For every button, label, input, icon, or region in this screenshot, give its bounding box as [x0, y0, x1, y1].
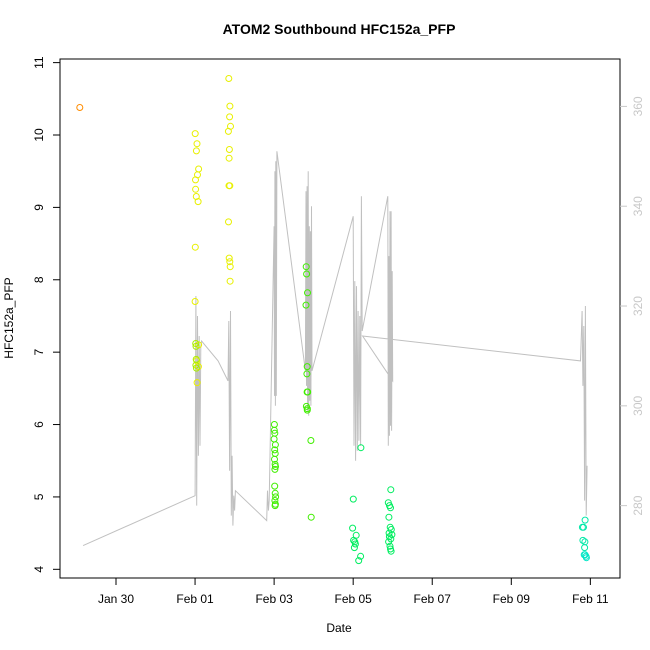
data-point — [192, 340, 200, 347]
data-point — [225, 146, 233, 153]
data-point — [192, 342, 200, 350]
data-point — [349, 524, 357, 532]
data-point — [226, 263, 234, 271]
data-point — [272, 463, 279, 470]
data-point — [357, 444, 365, 452]
data-point — [386, 542, 394, 550]
data-point — [385, 513, 393, 521]
x-tick-label: Jan 30 — [98, 592, 134, 606]
data-point — [226, 102, 234, 110]
data-point — [357, 552, 365, 560]
data-point — [350, 536, 358, 544]
data-point — [271, 489, 279, 497]
data-point — [304, 388, 312, 396]
data-point — [194, 198, 202, 206]
x-tick-label: Feb 05 — [334, 592, 372, 606]
data-point — [303, 363, 311, 371]
data-point — [76, 104, 84, 111]
data-point — [304, 289, 311, 297]
data-point — [271, 482, 279, 490]
data-point — [225, 75, 233, 82]
data-point — [581, 516, 589, 524]
data-point — [192, 364, 200, 372]
x-tick-label: Feb 03 — [255, 592, 293, 606]
series-line — [82, 151, 588, 547]
data-point — [271, 502, 279, 510]
data-point — [349, 495, 357, 503]
data-point — [271, 441, 279, 449]
data-point — [581, 544, 589, 552]
data-point — [307, 513, 315, 521]
data-point — [271, 450, 279, 457]
data-point — [579, 536, 587, 544]
plot-frame — [59, 58, 621, 579]
data-point — [272, 493, 280, 501]
y-tick-label: 6 — [32, 421, 46, 428]
data-point — [271, 497, 279, 504]
data-point — [271, 446, 279, 454]
data-point — [195, 165, 203, 173]
data-point — [192, 176, 199, 184]
data-point — [226, 258, 234, 266]
data-point — [581, 538, 589, 546]
data-point — [224, 127, 232, 135]
x-tick-label: Feb 01 — [176, 592, 214, 606]
data-point — [270, 435, 278, 443]
data-point — [355, 557, 363, 565]
data-point — [226, 277, 234, 285]
data-point — [193, 140, 201, 148]
x-tick-label: Feb 09 — [493, 592, 531, 606]
data-point — [270, 426, 278, 434]
data-point — [226, 182, 234, 190]
data-point — [385, 538, 393, 546]
y-tick-label: 5 — [32, 493, 46, 500]
y-axis-label: HFC152a_PFP — [2, 277, 16, 358]
data-point — [271, 455, 278, 463]
data-point — [302, 301, 310, 309]
y2-tick-label: 280 — [631, 495, 645, 515]
data-point — [226, 113, 234, 121]
data-point — [303, 406, 311, 414]
y-tick-label: 4 — [32, 566, 46, 573]
y-tick-label: 10 — [32, 128, 46, 142]
y-tick-label: 8 — [32, 276, 46, 283]
y-tick-label: 11 — [32, 56, 46, 69]
data-point — [582, 554, 590, 562]
data-point — [302, 263, 310, 271]
data-point — [271, 465, 279, 473]
x-axis-label: Date — [326, 621, 352, 635]
x-tick-label: Feb 07 — [414, 592, 452, 606]
y2-tick-label: 320 — [631, 296, 645, 316]
chart-title: ATOM2 Southbound HFC152a_PFP — [223, 21, 456, 37]
data-point — [192, 147, 200, 155]
data-point — [191, 243, 199, 251]
data-point — [580, 523, 587, 531]
x-tick-label: Feb 11 — [572, 592, 609, 606]
data-point — [270, 421, 278, 428]
y2-tick-label: 360 — [631, 96, 645, 116]
data-point — [192, 361, 200, 369]
data-point — [387, 547, 395, 555]
y2-tick-label: 300 — [631, 395, 645, 415]
data-point — [351, 540, 359, 548]
data-point — [191, 130, 199, 138]
data-point — [303, 370, 311, 378]
y-tick-label: 7 — [32, 349, 46, 356]
data-point — [225, 154, 233, 162]
data-point — [193, 379, 201, 387]
data-point — [225, 254, 233, 262]
data-point — [307, 437, 315, 444]
data-point — [303, 270, 311, 278]
data-point — [387, 486, 395, 494]
data-point — [387, 526, 395, 533]
data-point — [191, 298, 199, 305]
data-point — [225, 218, 232, 226]
y-tick-label: 9 — [32, 204, 46, 211]
data-point — [387, 504, 394, 512]
data-point — [350, 544, 358, 552]
data-point — [192, 185, 200, 193]
plot-area: Jan 30 Feb 01 Feb 03 Feb 05 Feb 07 Feb 09 Feb … — [32, 56, 645, 606]
y2-tick-label: 340 — [631, 196, 645, 216]
